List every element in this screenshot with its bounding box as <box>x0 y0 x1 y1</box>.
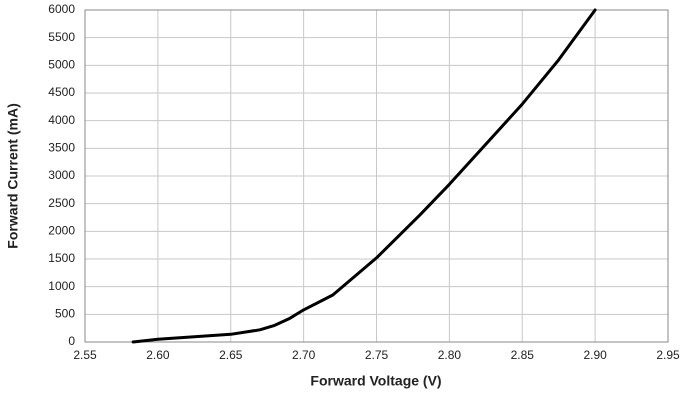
y-tick-label: 4000 <box>48 113 75 127</box>
x-tick-label: 2.85 <box>511 348 535 362</box>
x-tick-label: 2.75 <box>365 348 389 362</box>
y-tick-label: 500 <box>55 307 75 321</box>
x-axis-title: Forward Voltage (V) <box>310 373 441 389</box>
y-tick-label: 1500 <box>48 251 75 265</box>
y-tick-label: 2000 <box>48 224 75 238</box>
y-tick-label: 3500 <box>48 141 75 155</box>
x-tick-label: 2.90 <box>583 348 607 362</box>
y-tick-label: 2500 <box>48 196 75 210</box>
y-axis-title: Forward Current (mA) <box>5 103 21 248</box>
x-tick-label: 2.55 <box>73 348 97 362</box>
plot-frame <box>84 9 669 343</box>
y-tick-label: 5500 <box>48 30 75 44</box>
x-tick-label: 2.95 <box>656 348 680 362</box>
x-tick-label: 2.65 <box>219 348 243 362</box>
y-tick-label: 1000 <box>48 279 75 293</box>
y-tick-label: 5000 <box>48 58 75 72</box>
y-tick-label: 4500 <box>48 85 75 99</box>
y-tick-label: 6000 <box>48 2 75 16</box>
y-tick-label: 0 <box>68 334 75 348</box>
data-line <box>131 8 597 344</box>
x-tick-label: 2.70 <box>292 348 316 362</box>
x-tick-label: 2.60 <box>146 348 170 362</box>
x-tick-label: 2.80 <box>438 348 462 362</box>
y-tick-label: 3000 <box>48 168 75 182</box>
